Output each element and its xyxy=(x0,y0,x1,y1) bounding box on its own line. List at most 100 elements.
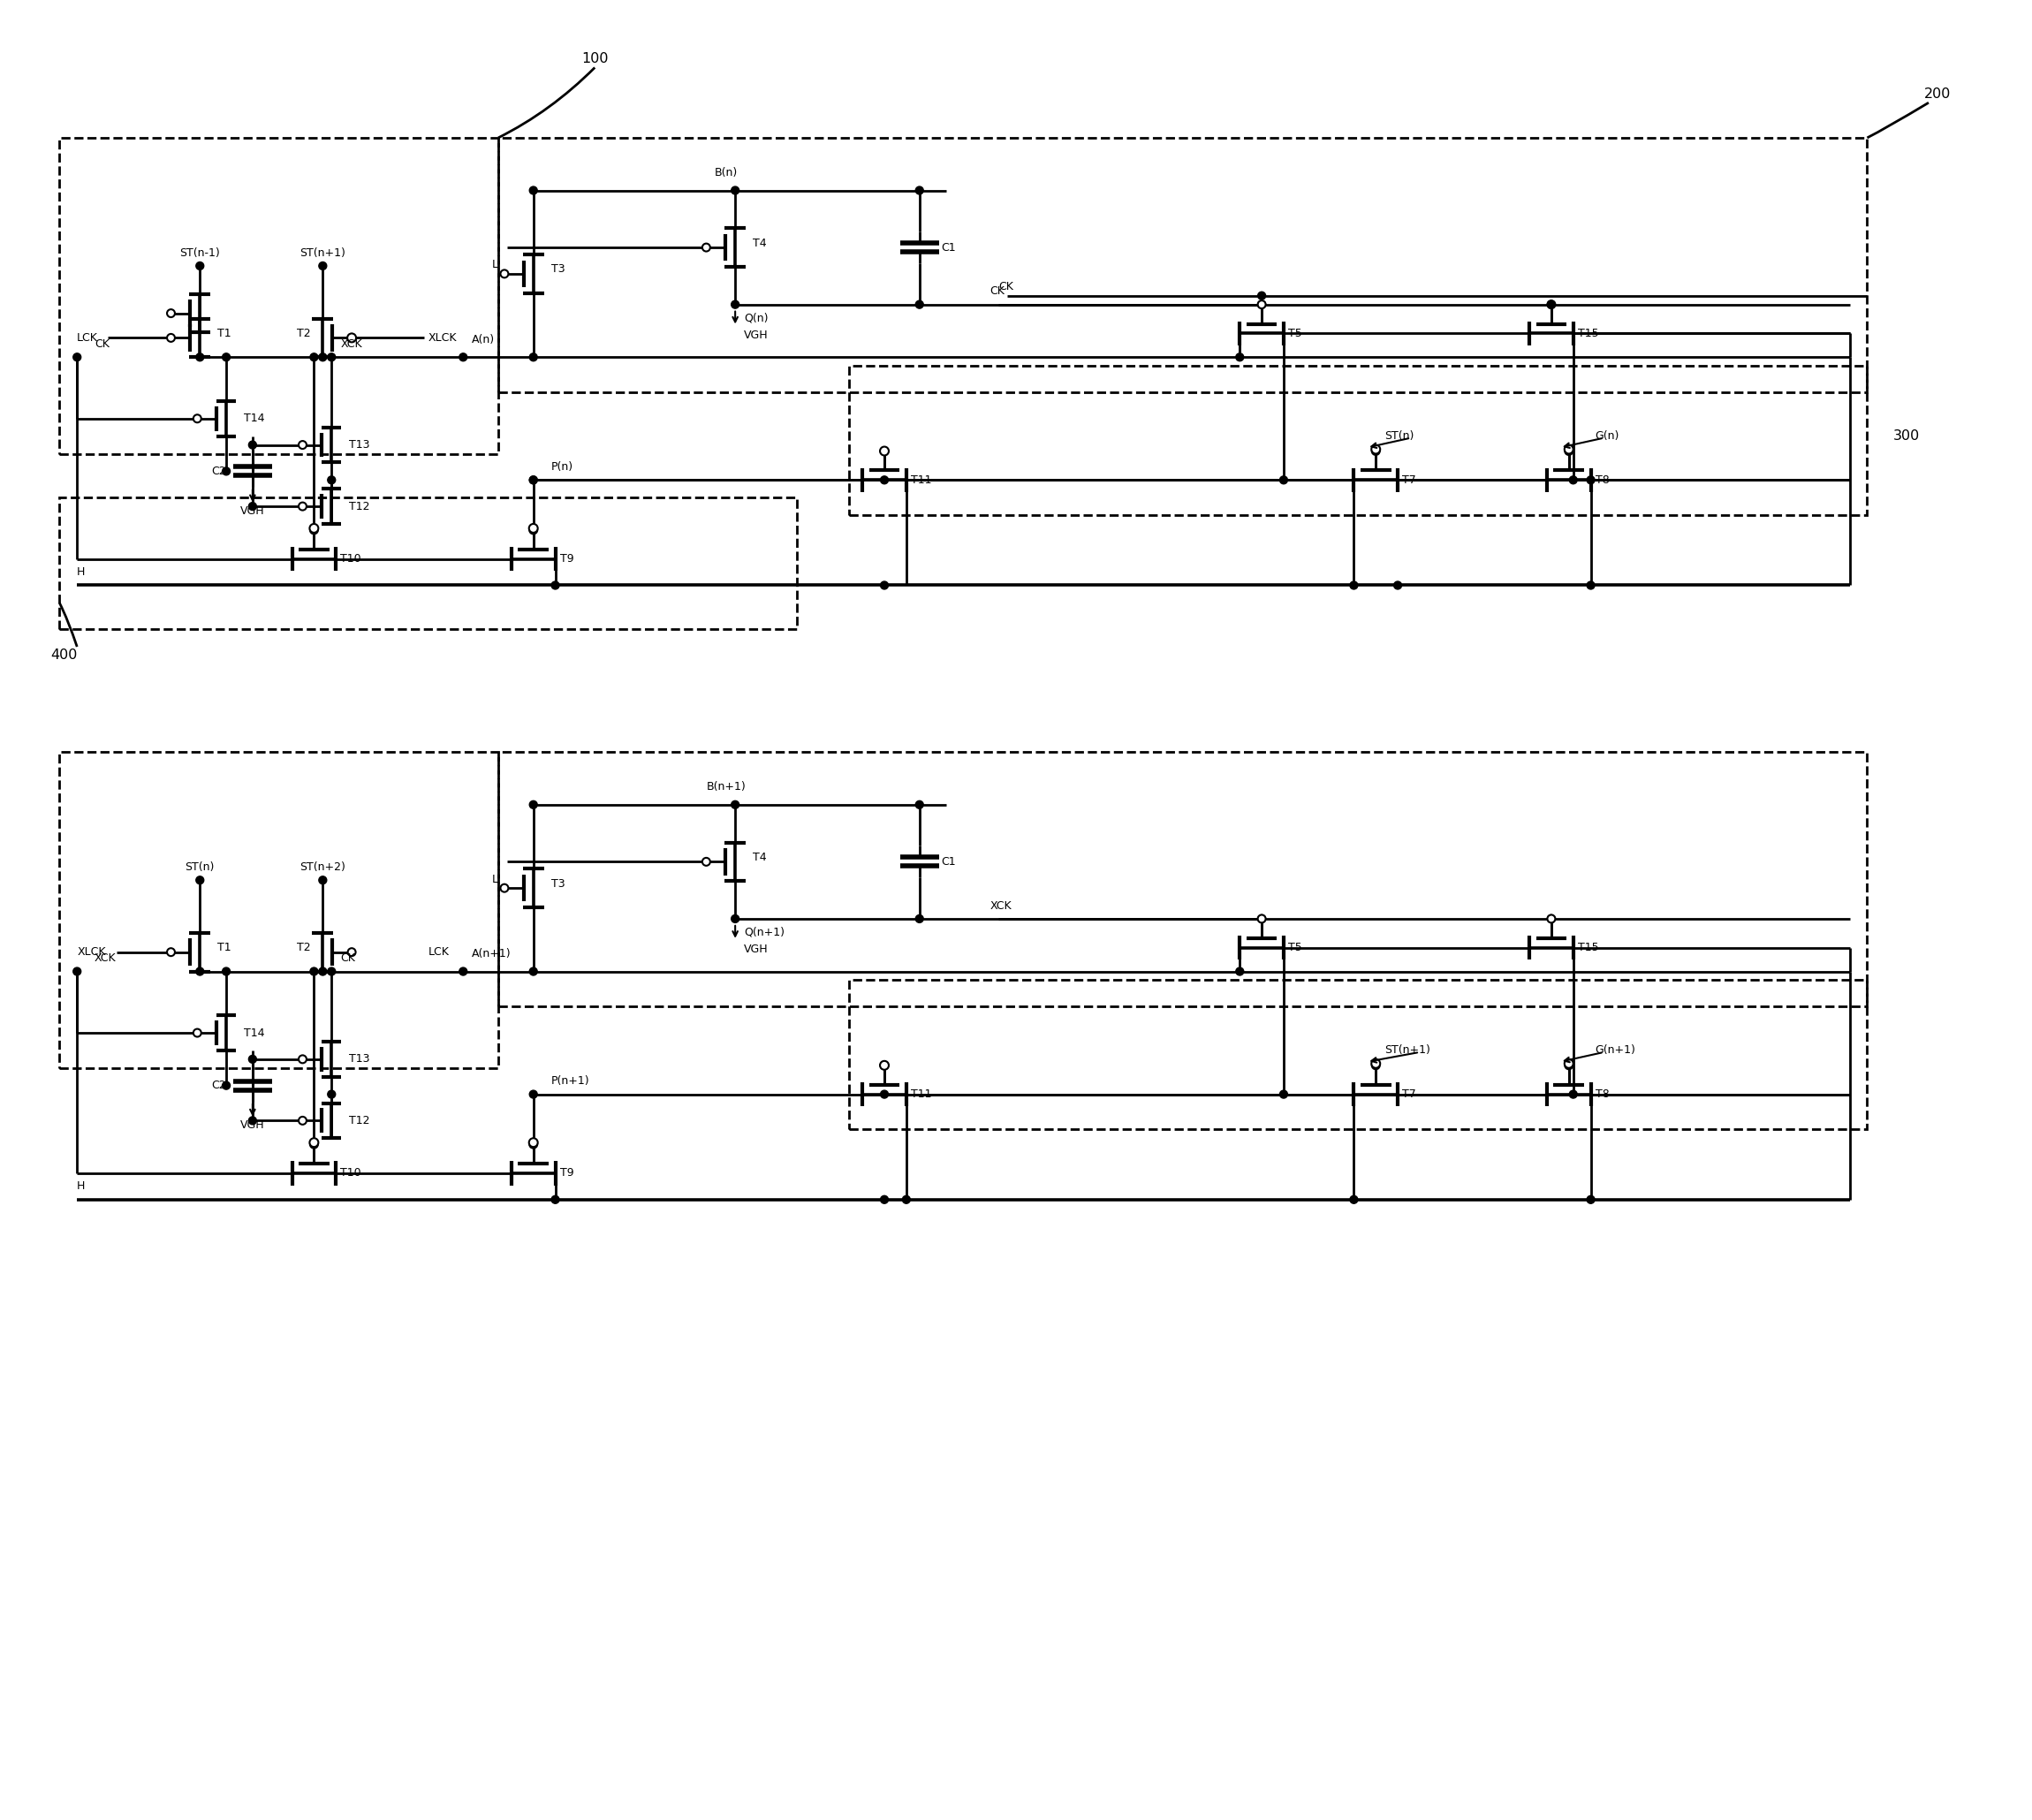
Circle shape xyxy=(880,1061,888,1070)
Text: ST(n+2): ST(n+2) xyxy=(301,861,345,874)
Circle shape xyxy=(880,1090,888,1097)
Circle shape xyxy=(299,502,307,510)
Text: XCK: XCK xyxy=(96,952,116,965)
Circle shape xyxy=(916,801,923,808)
Circle shape xyxy=(248,1056,256,1063)
Circle shape xyxy=(1372,444,1380,453)
Circle shape xyxy=(530,477,536,484)
Circle shape xyxy=(732,915,740,923)
Text: T2: T2 xyxy=(297,943,311,954)
Text: ST(n+1): ST(n+1) xyxy=(1384,1045,1431,1056)
Text: CK: CK xyxy=(990,286,1004,297)
Text: L: L xyxy=(492,874,498,885)
Circle shape xyxy=(1280,1090,1288,1097)
Circle shape xyxy=(703,244,709,251)
Text: CK: CK xyxy=(998,282,1014,293)
Text: B(n): B(n) xyxy=(715,167,738,178)
Circle shape xyxy=(319,262,327,269)
Circle shape xyxy=(1235,968,1244,976)
Text: G(n): G(n) xyxy=(1595,430,1620,442)
Circle shape xyxy=(500,269,508,278)
Text: T1: T1 xyxy=(217,328,232,339)
Circle shape xyxy=(732,300,740,308)
Text: XCK: XCK xyxy=(339,339,362,349)
Circle shape xyxy=(248,502,256,510)
Text: T1: T1 xyxy=(217,943,232,954)
Circle shape xyxy=(1587,581,1595,590)
Circle shape xyxy=(528,1138,538,1147)
Circle shape xyxy=(1565,1061,1573,1070)
Circle shape xyxy=(1565,448,1573,455)
Circle shape xyxy=(327,353,335,360)
Bar xyxy=(59,752,498,1068)
Text: T5: T5 xyxy=(1288,943,1303,954)
Text: T8: T8 xyxy=(1595,1088,1609,1099)
Circle shape xyxy=(193,1028,201,1037)
Text: T10: T10 xyxy=(339,553,362,564)
Text: T7: T7 xyxy=(1402,1088,1416,1099)
Circle shape xyxy=(1280,477,1288,484)
Circle shape xyxy=(530,1090,536,1097)
Circle shape xyxy=(1372,1059,1380,1068)
Circle shape xyxy=(1349,581,1357,590)
Circle shape xyxy=(1258,915,1266,923)
Text: T9: T9 xyxy=(559,1167,573,1179)
Circle shape xyxy=(221,468,230,475)
Text: VGH: VGH xyxy=(240,1119,264,1130)
Circle shape xyxy=(1394,581,1402,590)
Text: XLCK: XLCK xyxy=(77,946,106,957)
Text: LCK: LCK xyxy=(429,946,449,957)
Circle shape xyxy=(299,1117,307,1125)
Text: B(n+1): B(n+1) xyxy=(707,781,746,794)
Text: T12: T12 xyxy=(350,1116,370,1127)
Circle shape xyxy=(1569,477,1577,484)
Text: VGH: VGH xyxy=(240,504,264,517)
Circle shape xyxy=(1258,291,1266,300)
Circle shape xyxy=(221,968,230,976)
Text: T3: T3 xyxy=(551,264,565,275)
Circle shape xyxy=(347,333,356,342)
Text: T2: T2 xyxy=(297,328,311,339)
Circle shape xyxy=(167,948,175,956)
Text: T7: T7 xyxy=(1402,475,1416,486)
Circle shape xyxy=(311,1141,317,1148)
Circle shape xyxy=(459,353,467,360)
Circle shape xyxy=(530,526,536,533)
Circle shape xyxy=(880,477,888,484)
Text: CK: CK xyxy=(96,339,110,349)
Bar xyxy=(498,752,1867,1006)
Circle shape xyxy=(880,581,888,590)
Circle shape xyxy=(530,353,536,360)
Text: T14: T14 xyxy=(244,413,264,424)
Circle shape xyxy=(530,1141,536,1148)
Text: C2: C2 xyxy=(211,1079,226,1092)
Bar xyxy=(849,366,1867,515)
Text: 300: 300 xyxy=(1894,430,1920,442)
Circle shape xyxy=(347,948,356,956)
Circle shape xyxy=(327,968,335,976)
Circle shape xyxy=(1258,915,1266,923)
Text: A(n+1): A(n+1) xyxy=(471,948,512,959)
Circle shape xyxy=(327,1090,335,1097)
Circle shape xyxy=(311,353,317,360)
Circle shape xyxy=(530,477,536,484)
Text: T15: T15 xyxy=(1577,328,1599,339)
Text: Q(n): Q(n) xyxy=(744,311,768,324)
Circle shape xyxy=(319,353,327,360)
Circle shape xyxy=(327,477,335,484)
Text: T5: T5 xyxy=(1288,328,1303,339)
Text: C1: C1 xyxy=(941,242,957,253)
Circle shape xyxy=(1258,300,1266,308)
Text: VGH: VGH xyxy=(744,329,768,340)
Circle shape xyxy=(530,186,536,195)
Circle shape xyxy=(1372,1061,1380,1070)
Circle shape xyxy=(1587,1196,1595,1203)
Text: T11: T11 xyxy=(910,475,931,486)
Circle shape xyxy=(1372,448,1380,455)
Bar xyxy=(59,138,498,453)
Circle shape xyxy=(530,801,536,808)
Bar xyxy=(849,981,1867,1130)
Text: T4: T4 xyxy=(752,852,766,863)
Circle shape xyxy=(880,1196,888,1203)
Circle shape xyxy=(195,968,203,976)
